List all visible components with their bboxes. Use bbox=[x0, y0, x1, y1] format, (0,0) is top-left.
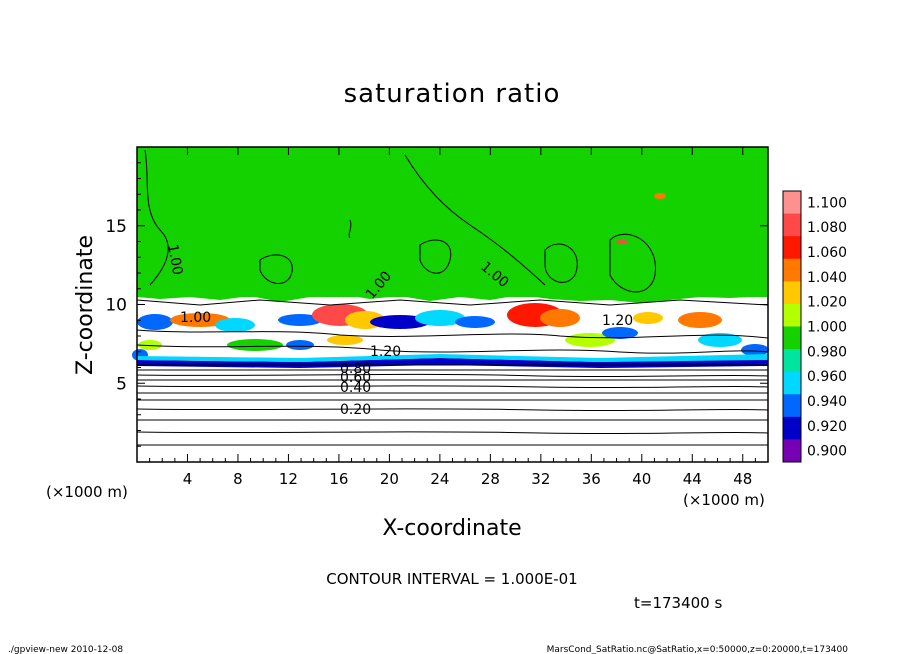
contour-label: 0.20 bbox=[340, 402, 371, 418]
footer-left: ./gpview-new 2010-12-08 bbox=[8, 645, 123, 654]
colorbar-swatch bbox=[783, 236, 801, 260]
contour-interval-text: CONTOUR INTERVAL = 1.000E-01 bbox=[326, 570, 577, 588]
colorbar-swatch bbox=[783, 258, 801, 282]
footer-right: MarsCond_SatRatio.nc@SatRatio,x=0:50000,… bbox=[547, 645, 849, 654]
y-tick-label: 10 bbox=[105, 296, 127, 316]
colorbar-frame bbox=[782, 190, 802, 463]
contour-lines bbox=[136, 149, 769, 446]
colorbar-level-label: 0.900 bbox=[807, 444, 847, 460]
upper-green-region bbox=[137, 147, 768, 297]
contour-label: 1.20 bbox=[370, 344, 401, 360]
colorbar-swatch bbox=[783, 416, 801, 440]
x-tick-label: 28 bbox=[481, 470, 500, 488]
green-boundary-region bbox=[137, 290, 768, 303]
x-tick-label: 16 bbox=[329, 470, 348, 488]
colorbar-level-label: 0.940 bbox=[807, 394, 847, 410]
colorbar-swatch bbox=[783, 439, 801, 463]
colorbar-level-label: 0.980 bbox=[807, 344, 847, 360]
colorbar-level-label: 1.020 bbox=[807, 295, 847, 311]
colorbar-level-label: 1.060 bbox=[807, 245, 847, 261]
time-label: t=173400 s bbox=[634, 594, 722, 612]
x-tick-label: 48 bbox=[733, 470, 752, 488]
y-axis: 5 10 15 bbox=[105, 162, 768, 447]
colorbar-swatch bbox=[783, 303, 801, 327]
x-tick-label: 8 bbox=[233, 470, 243, 488]
contour-label: 0.60 bbox=[340, 370, 371, 386]
contour-label: 0.40 bbox=[340, 380, 371, 396]
x-tick-label: 20 bbox=[380, 470, 399, 488]
colorbar-level-label: 1.100 bbox=[807, 195, 847, 211]
chart-title: saturation ratio bbox=[344, 79, 561, 109]
colorbar-swatch bbox=[783, 394, 801, 418]
colorbar-level-label: 1.000 bbox=[807, 320, 847, 336]
contour-label: 1.00 bbox=[164, 243, 185, 276]
colorbar-swatch bbox=[783, 281, 801, 305]
x-tick-label: 44 bbox=[683, 470, 702, 488]
contour-label: 1.20 bbox=[602, 313, 633, 329]
colorbar-swatch bbox=[783, 326, 801, 350]
x-tick-label: 24 bbox=[430, 470, 449, 488]
colorbar-level-label: 1.040 bbox=[807, 270, 847, 286]
lower-cyan-strip bbox=[137, 354, 768, 362]
colorbar-swatch bbox=[783, 213, 801, 237]
z-unit-label: (×1000 m) bbox=[46, 483, 128, 501]
colorbar-level-label: 1.080 bbox=[807, 220, 847, 236]
colorbar-level-label: 0.920 bbox=[807, 419, 847, 435]
x-tick-label: 32 bbox=[531, 470, 550, 488]
x-axis-label: X-coordinate bbox=[382, 516, 521, 541]
x-tick-label: 4 bbox=[183, 470, 193, 488]
x-axis: 4 8 12 16 20 24 28 32 36 40 44 48 bbox=[149, 147, 756, 488]
x-tick-label: 40 bbox=[632, 470, 651, 488]
colorbar: 1.100 1.080 1.060 1.040 1.020 1.000 0.980 0.960… bbox=[782, 190, 847, 463]
x-unit-label: (×1000 m) bbox=[683, 491, 765, 509]
x-tick-label: 12 bbox=[279, 470, 298, 488]
y-tick-label: 5 bbox=[116, 374, 127, 394]
y-axis-label: Z-coordinate bbox=[73, 235, 98, 375]
colorbar-swatch bbox=[783, 349, 801, 373]
colorbar-level-label: 0.960 bbox=[807, 369, 847, 385]
x-tick-label: 36 bbox=[582, 470, 601, 488]
plot-area: 1.00 1.00 1.00 1.00 1.20 1.20 0.80 0.60 … bbox=[132, 146, 769, 463]
contour-label: 0.80 bbox=[340, 361, 371, 377]
colorbar-swatch bbox=[783, 371, 801, 395]
contour-label: 1.00 bbox=[180, 310, 211, 326]
colorbar-swatch bbox=[783, 191, 801, 215]
cloud-band bbox=[132, 193, 769, 361]
y-tick-label: 15 bbox=[105, 217, 127, 237]
